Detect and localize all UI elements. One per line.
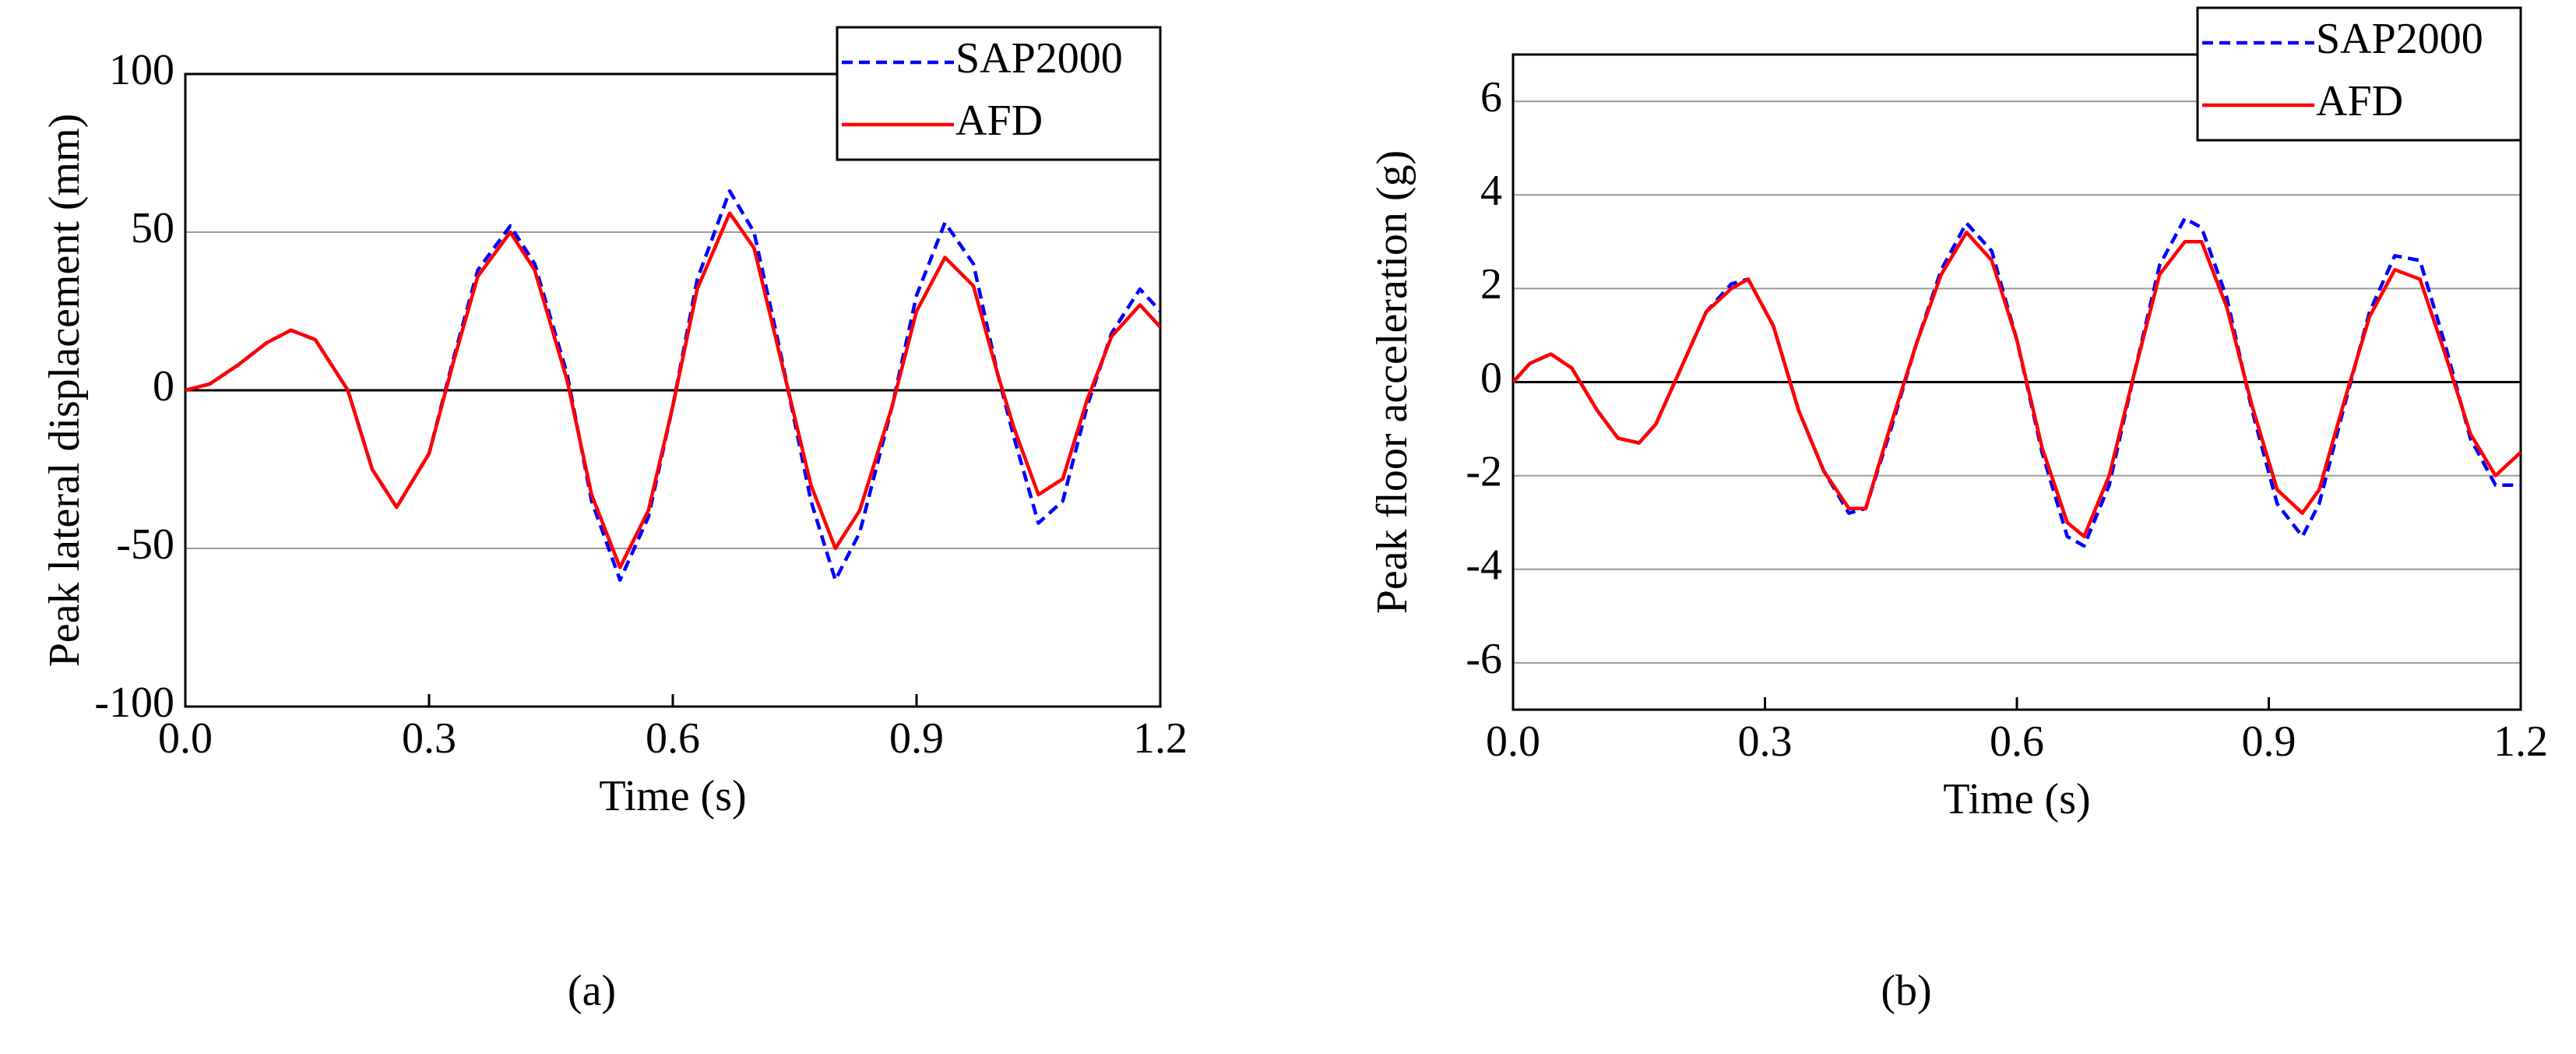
y-tick-label: -100 [94,679,174,727]
y-tick-label: 0 [1480,354,1502,402]
panel-label: (a) [568,967,616,1015]
y-tick-label: 4 [1480,167,1502,215]
x-axis-title: Time (s) [599,772,746,820]
y-tick-label: -2 [1466,447,1502,495]
legend-label: AFD [2316,77,2403,125]
y-axis-title: Peak floor acceleration (g) [1368,150,1416,614]
x-tick-label: 0.0 [1486,717,1540,766]
legend-label: SAP2000 [2316,15,2483,63]
x-tick-label: 0.3 [1738,717,1793,766]
panel-label: (b) [1881,967,1931,1015]
x-axis-title: Time (s) [1943,775,2090,823]
legend-label: SAP2000 [955,34,1123,83]
x-tick-label: 0.9 [2242,717,2296,766]
y-tick-label: -6 [1466,635,1502,683]
y-tick-label: 50 [131,204,174,252]
legend-box [2196,6,2522,142]
x-tick-label: 1.2 [1133,714,1188,763]
x-tick-label: 0.6 [1990,717,2044,766]
series-line [185,211,1160,569]
x-tick-label: 0.6 [646,714,700,763]
legend-label: AFD [955,97,1043,145]
y-tick-label: 0 [153,362,174,411]
x-tick-label: 1.2 [2493,717,2548,766]
y-tick-label: 6 [1480,73,1502,122]
y-tick-label: -50 [116,520,174,569]
y-tick-label: 100 [109,46,174,94]
x-tick-label: 0.9 [889,714,944,763]
x-tick-label: 0.3 [402,714,456,763]
y-tick-label: 2 [1480,260,1502,308]
y-tick-label: -4 [1466,541,1502,590]
legend-box [836,26,1162,161]
series-line [1513,231,2521,538]
x-tick-label: 0.0 [158,714,213,763]
series-line [185,189,1160,582]
y-axis-title: Peak lateral displacement (mm) [40,114,89,668]
